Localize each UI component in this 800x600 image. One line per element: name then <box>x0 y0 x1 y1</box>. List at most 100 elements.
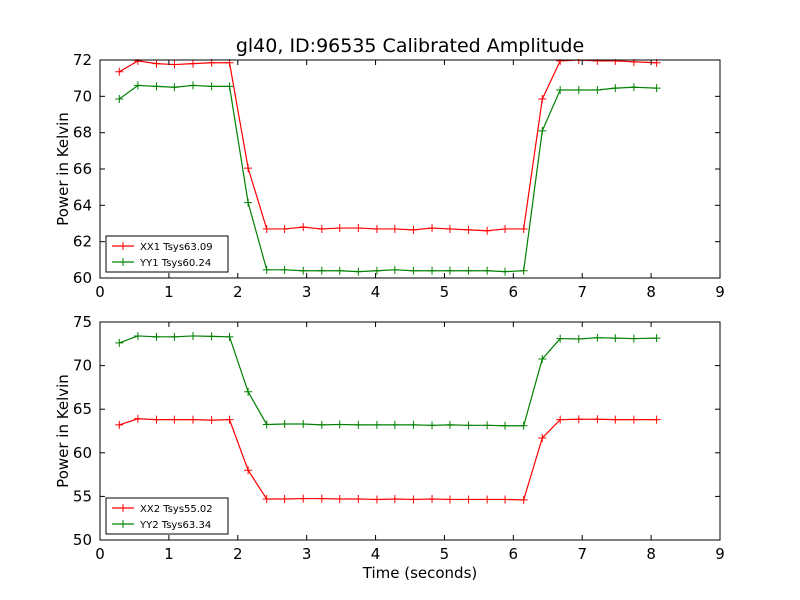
y-tick-label: 66 <box>73 160 92 178</box>
data-point <box>409 225 418 234</box>
x-tick-label: 9 <box>715 545 725 563</box>
data-point <box>189 59 197 68</box>
data-point <box>574 335 583 344</box>
y-tick-label: 62 <box>73 233 92 251</box>
data-point <box>280 224 289 233</box>
data-point <box>133 81 142 90</box>
data-point <box>629 59 638 66</box>
data-point <box>244 466 253 475</box>
data-point <box>519 495 528 504</box>
data-point <box>115 338 124 347</box>
data-point <box>299 266 308 275</box>
data-point <box>170 83 179 92</box>
data-point <box>652 84 661 93</box>
data-point <box>629 83 638 92</box>
data-point <box>170 60 179 69</box>
data-point <box>262 420 271 429</box>
data-point <box>244 387 253 396</box>
data-point <box>115 67 124 76</box>
data-point <box>244 198 253 207</box>
x-tick-label: 2 <box>233 545 243 563</box>
data-point <box>464 421 473 430</box>
y-axis-label: Power in Kelvin <box>54 374 72 488</box>
plot-panel-2: 0 1 2 3 4 5 6 7 8 9 50 55 60 65 70 75 Power in Kelvin Tim… <box>54 313 725 582</box>
plot-panel-1: 0 1 2 3 4 5 6 7 8 9 60 62 64 66 68 70 72 Power in Kelvin X… <box>54 51 725 301</box>
data-point <box>445 495 454 504</box>
data-point <box>280 495 289 504</box>
data-point <box>483 495 492 504</box>
chart-title: gl40, ID:96535 Calibrated Amplitude <box>236 35 584 57</box>
y-tick-label: 65 <box>73 400 92 418</box>
data-point <box>133 331 142 340</box>
data-point <box>593 415 602 424</box>
data-point <box>556 334 565 343</box>
data-point <box>629 415 638 424</box>
data-point <box>354 267 363 276</box>
data-point <box>133 414 142 423</box>
legend-label: YY1 Tsys60.24 <box>139 258 211 269</box>
x-tick-label: 9 <box>715 283 725 301</box>
legend-marker <box>119 242 127 250</box>
x-tick-label: 8 <box>646 283 656 301</box>
data-point <box>483 266 492 275</box>
legend: XX2 Tsys55.02 YY2 Tsys63.34 <box>105 497 229 535</box>
data-point <box>483 421 492 430</box>
data-point <box>317 420 326 429</box>
data-point <box>574 85 583 94</box>
y-tick-label: 68 <box>73 124 92 142</box>
data-point <box>652 334 661 343</box>
data-point <box>262 265 271 274</box>
data-point <box>133 59 142 65</box>
x-tick-label: 1 <box>164 545 174 563</box>
legend: XX1 Tsys63.09 YY1 Tsys60.24 <box>105 235 229 273</box>
legend-marker <box>119 520 127 528</box>
data-point <box>611 84 620 93</box>
data-point <box>428 266 437 275</box>
data-point <box>501 224 510 233</box>
y-tick-label: 60 <box>73 269 92 287</box>
data-point <box>652 415 661 424</box>
data-point <box>409 420 418 429</box>
data-point <box>501 421 510 430</box>
data-point <box>464 225 473 234</box>
data-point <box>611 59 620 65</box>
y-tick-label: 72 <box>73 51 92 69</box>
data-point <box>428 224 437 233</box>
data-point <box>189 415 197 424</box>
data-point <box>538 433 547 442</box>
data-point <box>593 59 602 65</box>
x-tick-label: 6 <box>509 545 519 563</box>
data-point <box>390 495 399 504</box>
data-point <box>464 495 473 504</box>
x-tick-label: 0 <box>95 545 105 563</box>
y-tick-label: 55 <box>73 487 92 505</box>
data-point <box>538 355 547 364</box>
data-point <box>280 265 289 274</box>
data-point <box>299 494 308 503</box>
data-point <box>207 82 216 91</box>
data-point <box>593 85 602 94</box>
data-point <box>445 420 454 429</box>
data-point <box>611 334 620 343</box>
data-point <box>445 224 454 233</box>
y-tick-label: 50 <box>73 531 92 549</box>
data-point <box>501 495 510 504</box>
y-tick-label: 70 <box>73 357 92 375</box>
data-point <box>317 494 326 503</box>
legend-box <box>105 497 229 535</box>
data-point <box>335 224 344 233</box>
data-point <box>317 266 326 275</box>
data-point <box>115 95 124 104</box>
legend-label: YY2 Tsys63.34 <box>139 520 211 531</box>
data-point <box>409 266 418 275</box>
data-point <box>262 495 271 504</box>
y-axis-label: Power in Kelvin <box>54 112 72 226</box>
data-point <box>538 95 547 104</box>
data-point <box>611 415 620 424</box>
data-point <box>189 331 197 340</box>
data-point <box>299 223 308 232</box>
x-tick-label: 8 <box>646 545 656 563</box>
data-point <box>483 226 492 235</box>
